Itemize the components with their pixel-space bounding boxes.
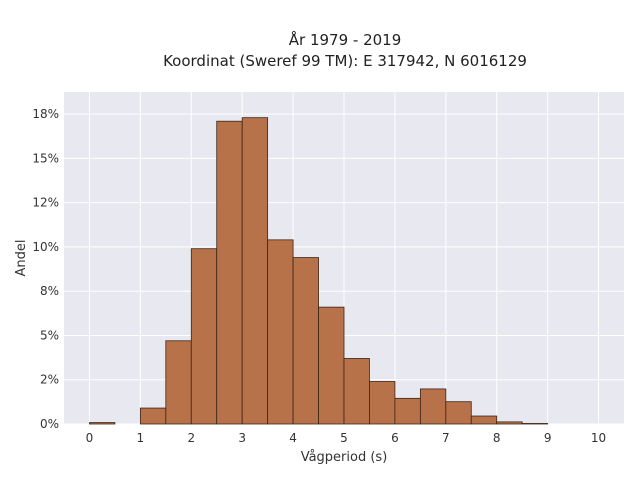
histogram-bar — [343, 358, 370, 425]
chart-title-line-1: År 1979 - 2019 — [289, 30, 402, 49]
histogram-bar — [89, 422, 116, 425]
histogram-bar — [216, 120, 243, 425]
x-tick-label: 1 — [137, 431, 145, 445]
chart-title-line-2: Koordinat (Sweref 99 TM): E 317942, N 60… — [163, 52, 527, 70]
y-axis-ticks: 0% 2% 5% 8% 10% 12% 15% 18% — [32, 107, 59, 431]
x-tick-label: 5 — [340, 431, 348, 445]
x-axis-label: Vågperiod (s) — [301, 450, 388, 465]
bars — [89, 117, 549, 425]
histogram-bar — [267, 239, 294, 425]
x-tick-label: 8 — [493, 431, 501, 445]
histogram-bar — [521, 423, 549, 425]
x-tick-label: 9 — [544, 431, 552, 445]
histogram-bar — [369, 381, 396, 425]
histogram-bar — [241, 117, 269, 425]
x-tick-label: 3 — [238, 431, 246, 445]
y-tick-label: 5% — [40, 328, 59, 342]
histogram-bar — [139, 407, 167, 425]
histogram-bar — [394, 397, 421, 425]
histogram-bar — [318, 306, 345, 425]
histogram-bar — [419, 388, 447, 425]
x-axis-ticks: 0 1 2 3 4 5 6 7 8 9 10 — [86, 431, 607, 445]
histogram-bar — [470, 415, 498, 425]
x-tick-label: 0 — [86, 431, 94, 445]
x-tick-label: 2 — [187, 431, 195, 445]
x-tick-label: 10 — [591, 431, 606, 445]
y-tick-label: 8% — [40, 284, 59, 298]
x-tick-label: 6 — [391, 431, 399, 445]
y-tick-label: 10% — [32, 240, 59, 254]
histogram-bar — [190, 248, 218, 425]
histogram-bar — [496, 421, 523, 425]
histogram-bar — [292, 257, 319, 425]
y-tick-label: 2% — [40, 373, 59, 387]
histogram-bar — [445, 401, 472, 425]
x-tick-label: 7 — [442, 431, 450, 445]
y-tick-label: 18% — [32, 107, 59, 121]
y-tick-label: 12% — [32, 196, 59, 210]
y-tick-label: 15% — [32, 151, 59, 165]
y-tick-label: 0% — [40, 417, 59, 431]
histogram-bar — [165, 340, 192, 425]
x-tick-label: 4 — [289, 431, 297, 445]
y-axis-label: Andel — [14, 240, 29, 277]
